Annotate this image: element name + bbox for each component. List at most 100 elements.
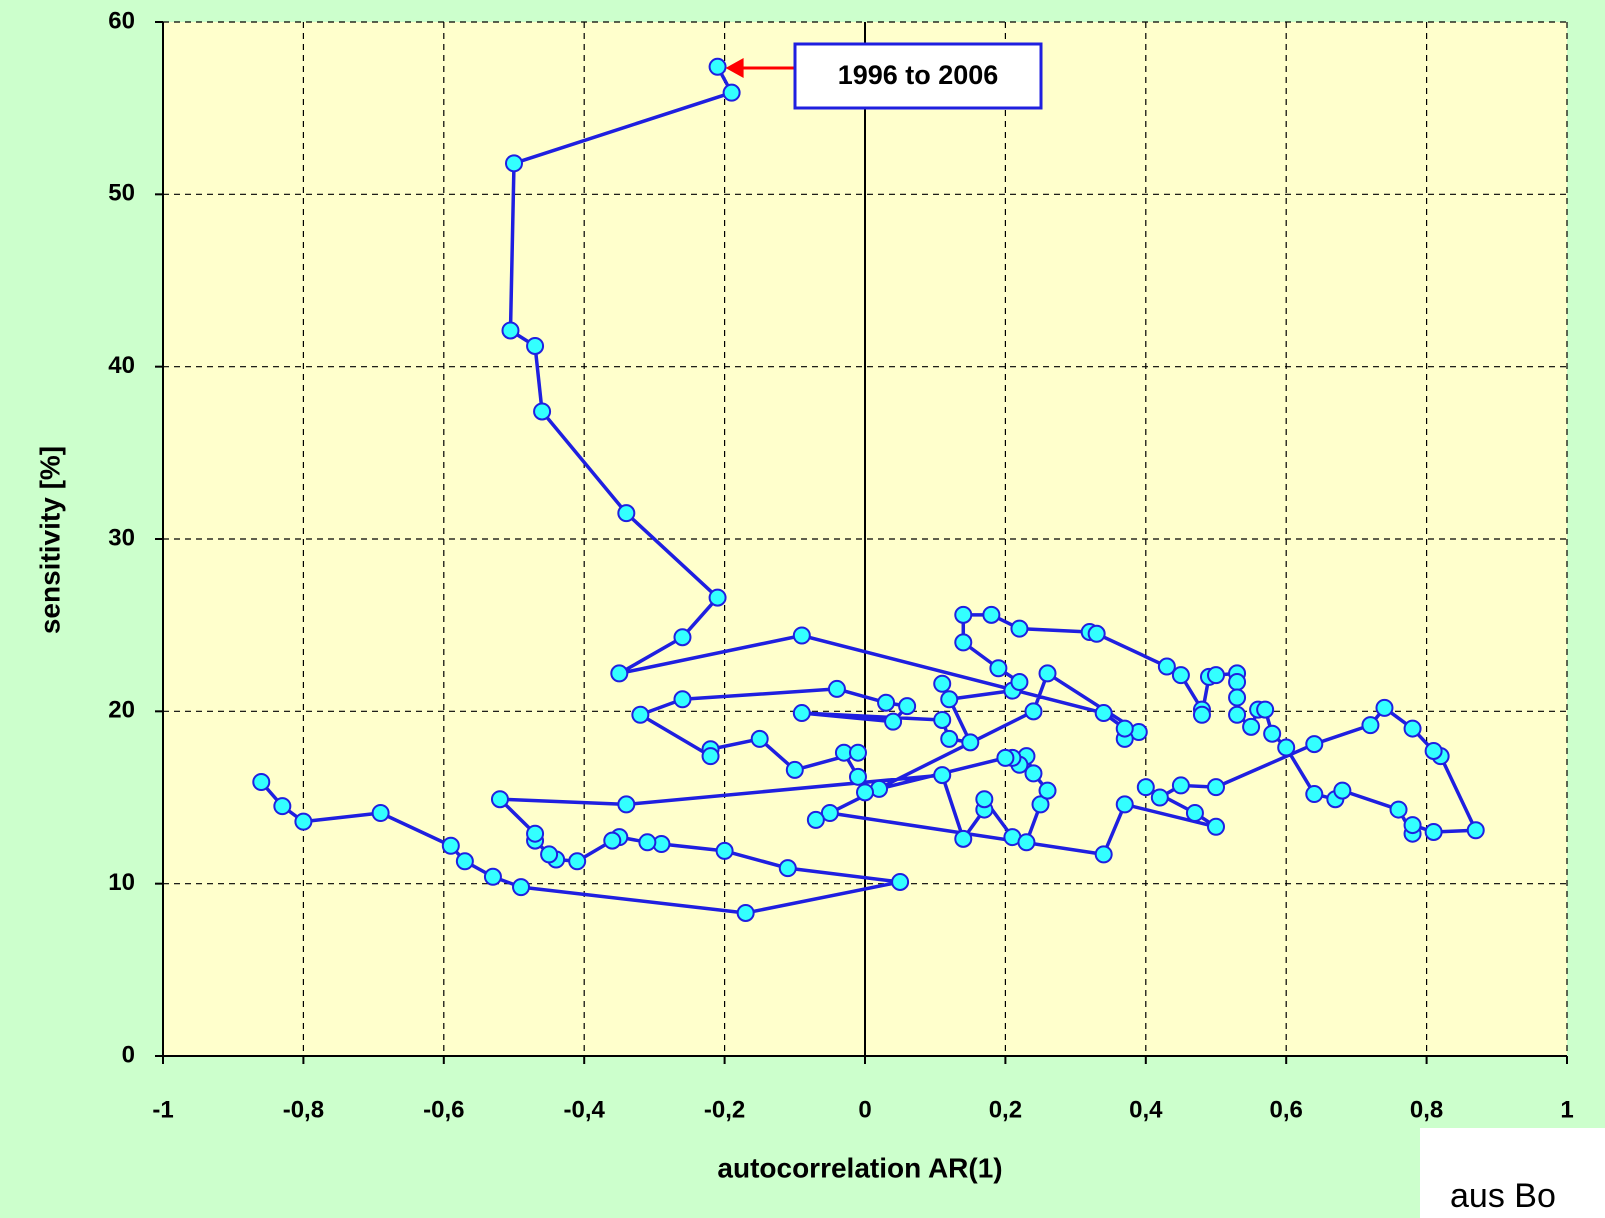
data-point bbox=[1361, 716, 1380, 735]
data-point bbox=[736, 903, 755, 922]
data-point bbox=[1277, 738, 1296, 757]
data-point bbox=[884, 712, 903, 731]
y-tick-label: 10 bbox=[108, 869, 135, 896]
annotation-arrowhead bbox=[725, 58, 744, 78]
data-point bbox=[933, 710, 952, 729]
data-point bbox=[940, 729, 959, 748]
data-point bbox=[877, 693, 896, 712]
data-point bbox=[1150, 788, 1169, 807]
data-point bbox=[1157, 657, 1176, 676]
x-tick-label: -0,2 bbox=[704, 1096, 745, 1123]
data-point bbox=[848, 743, 867, 762]
data-point bbox=[252, 772, 271, 791]
data-point bbox=[1171, 666, 1190, 685]
data-point bbox=[1024, 764, 1043, 783]
data-point bbox=[940, 690, 959, 709]
data-point bbox=[294, 812, 313, 831]
data-point bbox=[891, 872, 910, 891]
data-point bbox=[961, 733, 980, 752]
x-tick-label: -0,4 bbox=[564, 1096, 606, 1123]
data-point bbox=[540, 845, 559, 864]
data-point bbox=[1228, 705, 1247, 724]
data-point bbox=[617, 795, 636, 814]
data-point bbox=[1010, 673, 1029, 692]
y-tick-label: 60 bbox=[108, 7, 135, 34]
data-point bbox=[1185, 804, 1204, 823]
data-point bbox=[1010, 619, 1029, 638]
data-point bbox=[708, 57, 727, 76]
data-point bbox=[785, 760, 804, 779]
data-point bbox=[1207, 666, 1225, 685]
data-point bbox=[996, 748, 1015, 767]
x-tick-label: 0,4 bbox=[1129, 1096, 1163, 1123]
data-point bbox=[1038, 781, 1057, 800]
data-point bbox=[1031, 795, 1050, 814]
data-point bbox=[603, 831, 622, 850]
data-point bbox=[273, 797, 292, 816]
data-point bbox=[954, 829, 973, 848]
data-point bbox=[1466, 821, 1485, 840]
data-point bbox=[1256, 700, 1275, 719]
y-axis-title: sensitivity [%] bbox=[34, 446, 65, 634]
data-point bbox=[856, 783, 874, 802]
data-point bbox=[1424, 822, 1443, 841]
data-point bbox=[673, 628, 692, 647]
data-point bbox=[1087, 624, 1106, 643]
data-point bbox=[490, 790, 509, 809]
data-point bbox=[1207, 817, 1225, 836]
annotation: 1996 to 2006 bbox=[838, 60, 999, 90]
data-point bbox=[631, 705, 650, 724]
data-point bbox=[820, 804, 839, 823]
x-tick-label: 1 bbox=[1560, 1096, 1573, 1123]
data-point bbox=[792, 704, 811, 723]
data-point bbox=[982, 605, 1001, 624]
data-point bbox=[722, 83, 741, 102]
x-tick-label: -0,6 bbox=[423, 1096, 464, 1123]
x-axis-title: autocorrelation AR(1) bbox=[717, 1152, 1002, 1183]
data-point bbox=[1333, 781, 1352, 800]
y-tick-label: 50 bbox=[108, 180, 135, 207]
data-point bbox=[778, 859, 797, 878]
data-point bbox=[526, 336, 545, 355]
data-point bbox=[701, 747, 720, 766]
data-point bbox=[1094, 704, 1113, 723]
data-point bbox=[568, 852, 587, 871]
data-point bbox=[610, 664, 629, 683]
data-point bbox=[673, 690, 692, 709]
data-point bbox=[750, 729, 769, 748]
data-point bbox=[617, 504, 636, 523]
data-point bbox=[1375, 698, 1394, 717]
data-point bbox=[455, 852, 474, 871]
data-point bbox=[1403, 719, 1422, 738]
data-point bbox=[933, 766, 952, 785]
data-point bbox=[505, 154, 523, 173]
source-box bbox=[1420, 1128, 1605, 1218]
data-point bbox=[1228, 673, 1247, 692]
data-point bbox=[526, 824, 545, 843]
y-tick-label: 20 bbox=[108, 697, 135, 724]
y-tick-label: 0 bbox=[122, 1041, 135, 1068]
data-point bbox=[715, 841, 734, 860]
data-point bbox=[1038, 664, 1057, 683]
data-point bbox=[1228, 688, 1247, 707]
data-point bbox=[898, 697, 917, 716]
data-point bbox=[806, 810, 825, 829]
data-point bbox=[1305, 735, 1324, 754]
data-point bbox=[708, 588, 727, 607]
data-point bbox=[1115, 719, 1134, 738]
data-point bbox=[1115, 795, 1134, 814]
data-point bbox=[1136, 778, 1155, 797]
x-tick-label: -0,8 bbox=[283, 1096, 324, 1123]
x-tick-label: -1 bbox=[152, 1096, 173, 1123]
data-point bbox=[933, 674, 952, 693]
y-tick-label: 40 bbox=[108, 352, 135, 379]
data-point bbox=[501, 321, 520, 340]
data-point bbox=[1024, 702, 1043, 721]
data-point bbox=[954, 633, 973, 652]
data-point bbox=[371, 804, 390, 823]
source: aus Bo bbox=[1450, 1177, 1556, 1215]
data-point bbox=[975, 790, 994, 809]
data-point bbox=[1424, 741, 1443, 760]
data-point bbox=[1192, 705, 1211, 724]
